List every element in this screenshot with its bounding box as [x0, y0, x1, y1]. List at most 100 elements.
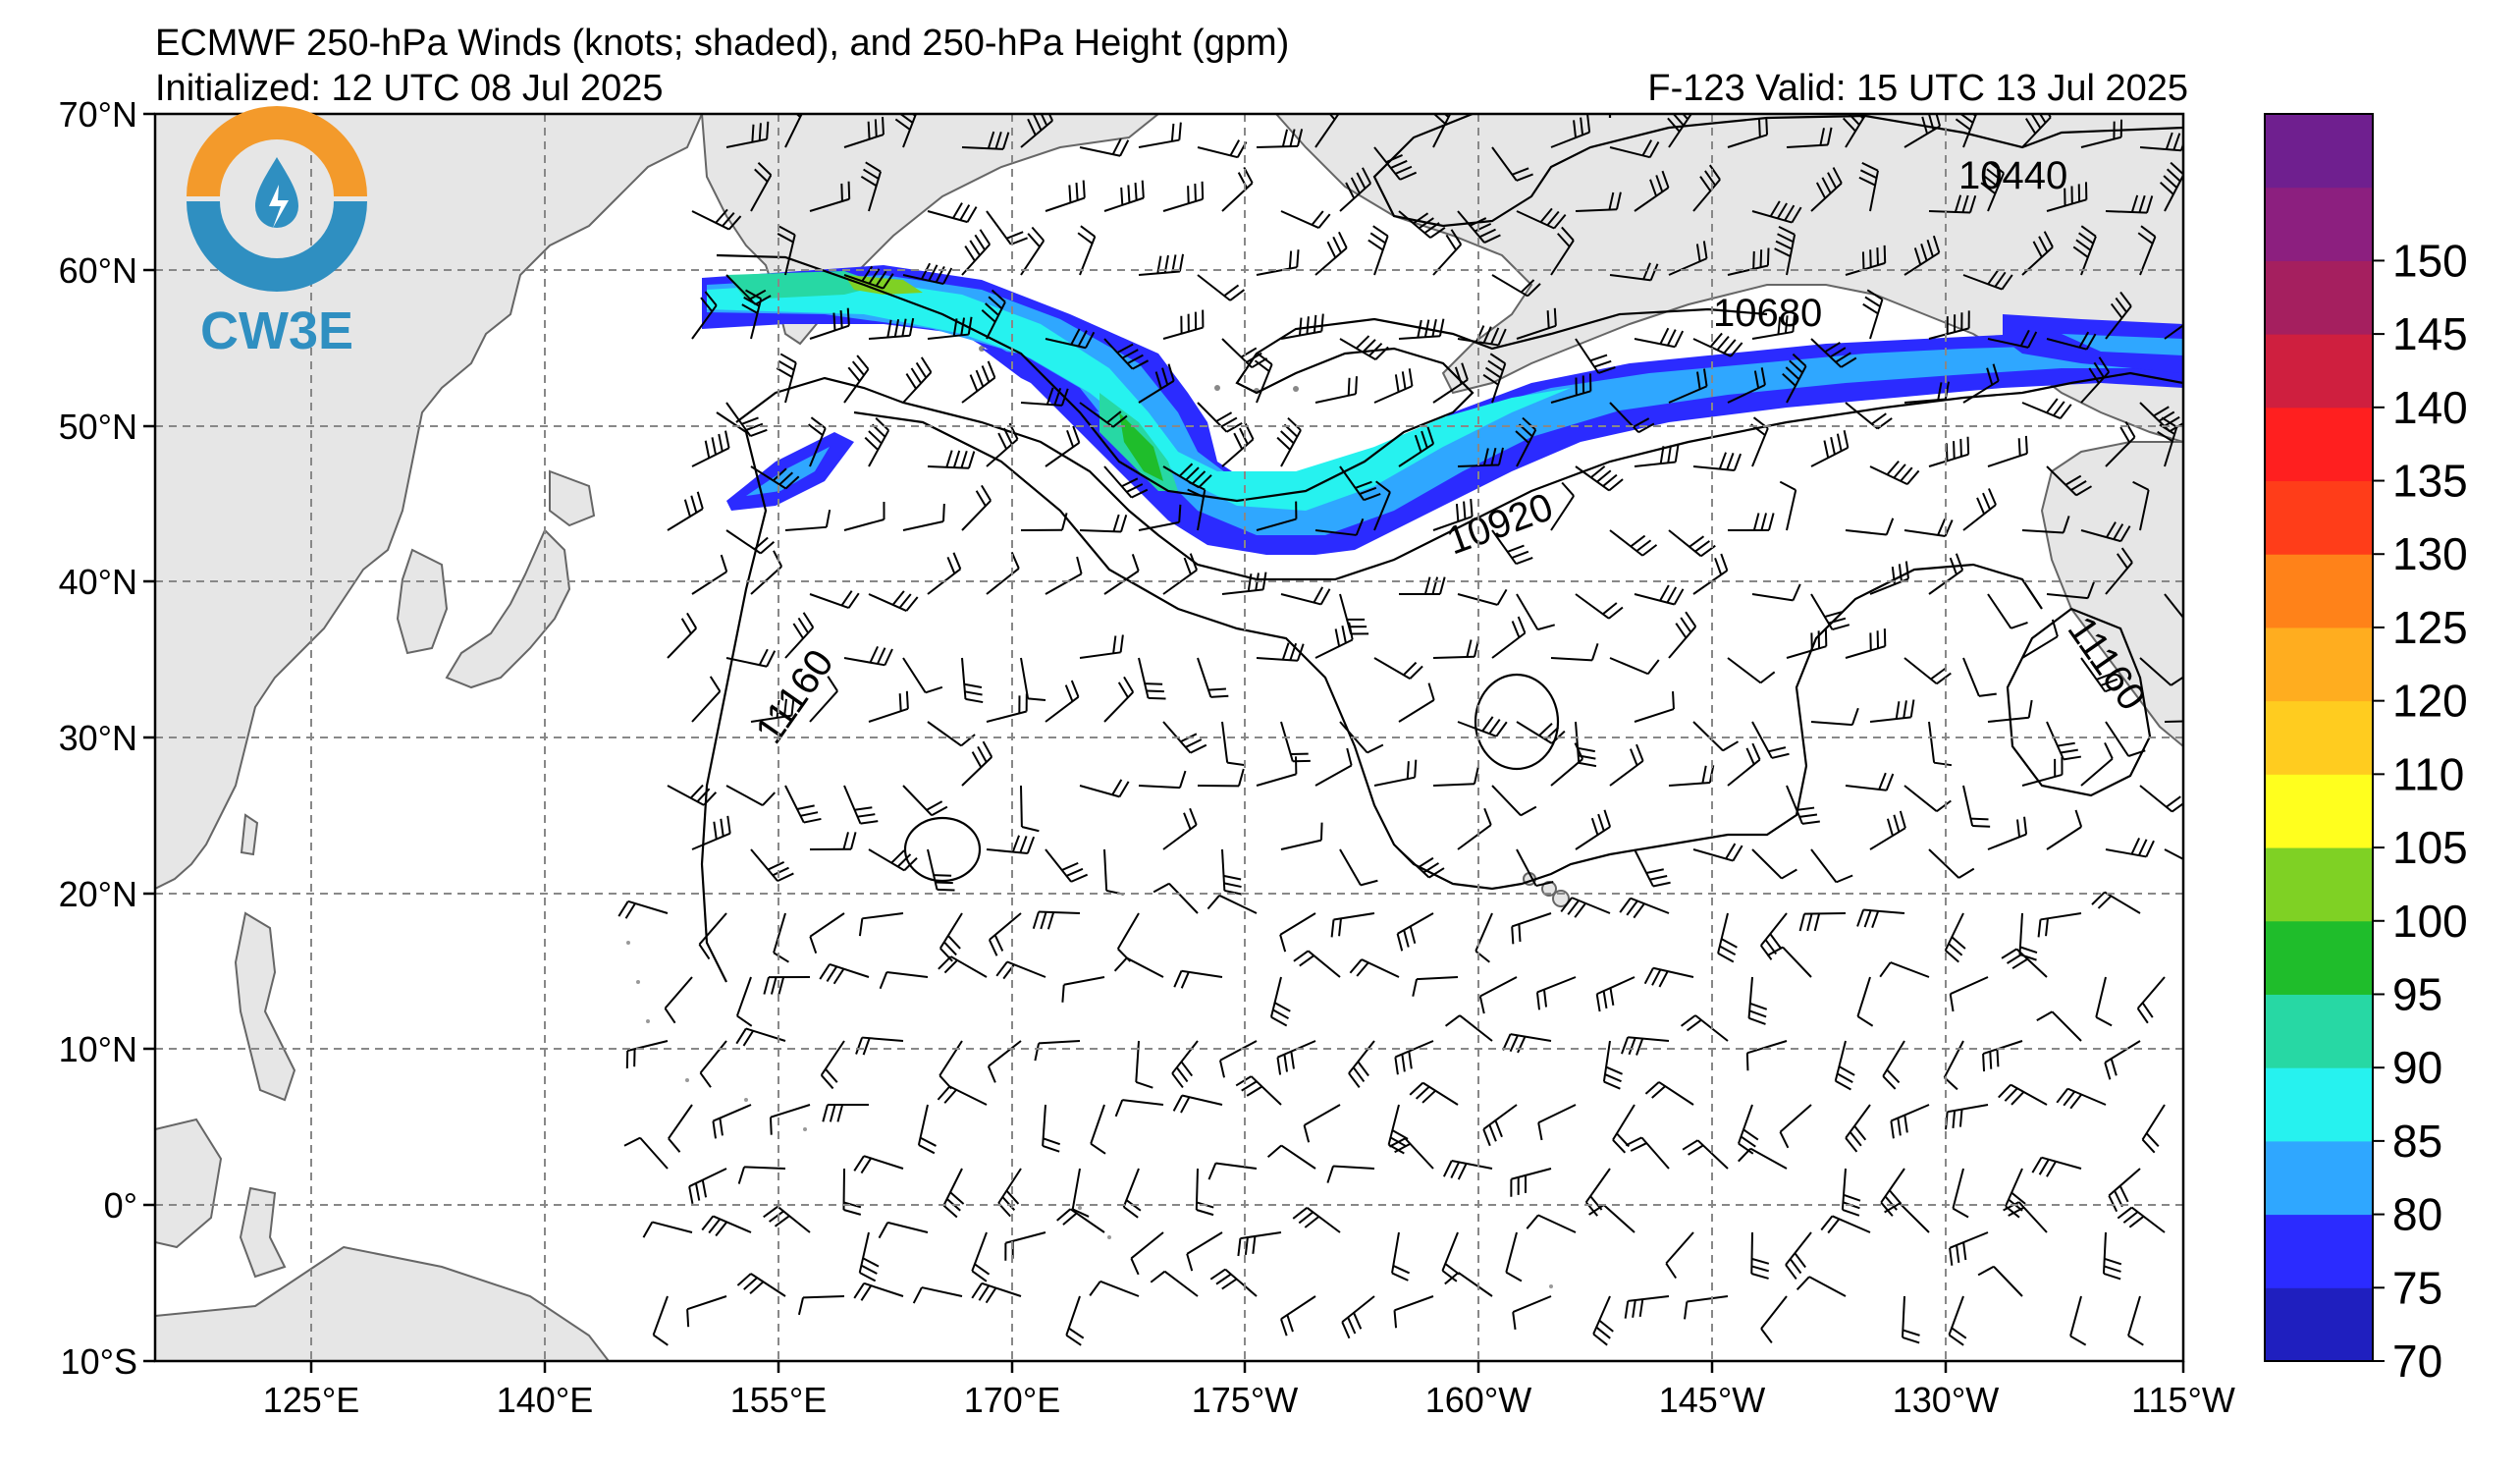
wind-barb [1280, 1295, 1316, 1337]
wind-barb [1162, 553, 1199, 595]
wind-barb [1326, 1165, 1375, 1183]
wind-barb [1609, 529, 1658, 557]
colorbar-swatch [2265, 994, 2373, 1068]
wind-barb [1751, 313, 1796, 340]
wind-barb [2046, 721, 2082, 761]
wind-barb [688, 1168, 727, 1205]
land-hokkaido [549, 469, 596, 527]
wind-barb [1575, 338, 1616, 374]
wind-barb [1592, 1295, 1614, 1346]
colorbar-tick-label: 125 [2392, 602, 2468, 653]
wind-barb [725, 274, 772, 305]
wind-barb [691, 554, 728, 595]
wind-barb [2117, 1206, 2166, 1233]
wind-barb [1535, 976, 1577, 1010]
wind-barb [927, 721, 976, 747]
wind-barb [902, 503, 945, 531]
colorbar-swatch [2265, 480, 2373, 555]
colorbar-swatch [2265, 1140, 2373, 1216]
jet-shading [702, 265, 2183, 555]
wind-barb [1856, 908, 1905, 929]
wind-barb [2104, 1040, 2141, 1080]
wind-barb [1398, 682, 1435, 723]
wind-barb [1796, 1276, 1847, 1297]
wind-barb [987, 1040, 1022, 1083]
wind-barb [1692, 332, 1743, 357]
lon-label: 170°E [964, 1380, 1060, 1420]
wind-barb [797, 1295, 845, 1316]
height-contours [700, 114, 2183, 983]
lon-labels: 125°E 140°E 155°E 170°E 175°W 160°W 145°… [263, 1380, 2235, 1420]
wind-barb [1314, 376, 1358, 404]
wind-barb [1634, 444, 1680, 467]
wind-barb [668, 1104, 693, 1153]
wind-barb [2046, 809, 2083, 850]
wind-barb [2105, 194, 2154, 214]
wind-barb [1869, 699, 1915, 723]
wind-barb [1550, 742, 1584, 787]
logo-text: CW3E [200, 301, 353, 360]
wind-barb [1279, 912, 1316, 953]
wind-barb [1409, 1081, 1459, 1106]
wind-barb [1845, 245, 1887, 276]
wind-barb [971, 1231, 991, 1282]
wind-barb [1779, 480, 1797, 531]
land-taiwan [240, 813, 259, 856]
wind-barb [988, 912, 1022, 956]
wind-barb [691, 676, 722, 723]
wind-barb [809, 181, 851, 212]
land-asia [155, 114, 704, 891]
wind-barb [1090, 1104, 1106, 1155]
wind-barb [1834, 1040, 1855, 1091]
wind-barb [1391, 1231, 1411, 1282]
wind-barb [1550, 481, 1575, 531]
wind-barb [1432, 362, 1469, 404]
land-borneo [155, 1118, 223, 1249]
wind-barb [1218, 1040, 1258, 1078]
wind-barb [971, 1282, 1022, 1304]
wind-barb [1079, 137, 1130, 157]
wind-barb [1810, 848, 1853, 884]
wind-barb [1609, 139, 1660, 159]
land-sulawesi [239, 1186, 287, 1279]
wind-barb [842, 1168, 862, 1216]
wind-barb [1197, 768, 1245, 788]
wind-barb [1962, 363, 2000, 404]
wind-barb [1162, 181, 1205, 212]
wind-barb [1862, 289, 1884, 340]
wind-barb [1575, 593, 1624, 620]
wind-barb [1880, 1168, 1905, 1217]
wind-barb [1890, 1104, 1930, 1139]
wind-barb [1442, 1160, 1493, 1180]
colorbar-swatch [2265, 1214, 2373, 1288]
wind-barb [1665, 1231, 1694, 1280]
wind-barb [1432, 498, 1474, 531]
wind-barb [1339, 335, 1389, 361]
wind-barb [902, 657, 943, 694]
wind-barb [1173, 969, 1223, 989]
wind-barb [1280, 210, 1331, 230]
wind-barb [853, 1282, 904, 1301]
wind-barb [2003, 1201, 2048, 1233]
wind-barb [1949, 976, 1989, 1012]
wind-barb [1810, 430, 1850, 467]
wind-barb [1845, 628, 1887, 659]
wind-barb [1280, 822, 1323, 850]
lat-label: 50°N [59, 407, 137, 447]
wind-barb [809, 590, 860, 609]
wind-barb [2021, 516, 2070, 534]
lon-label: 160°W [1425, 1380, 1531, 1420]
wind-barb [2021, 619, 2059, 659]
wind-barb [1928, 436, 1970, 467]
wind-barb [809, 912, 845, 954]
wind-barb [698, 912, 727, 960]
land-north-america [2040, 441, 2183, 748]
wind-barb [736, 1273, 786, 1297]
wind-barb [1114, 1099, 1164, 1118]
wind-barb [1903, 114, 1942, 148]
wind-barb [1516, 307, 1557, 340]
wind-barb [784, 785, 822, 824]
wind-barb [1103, 338, 1150, 370]
wind-barb [1727, 367, 1766, 404]
wind-barb [1621, 1036, 1670, 1056]
